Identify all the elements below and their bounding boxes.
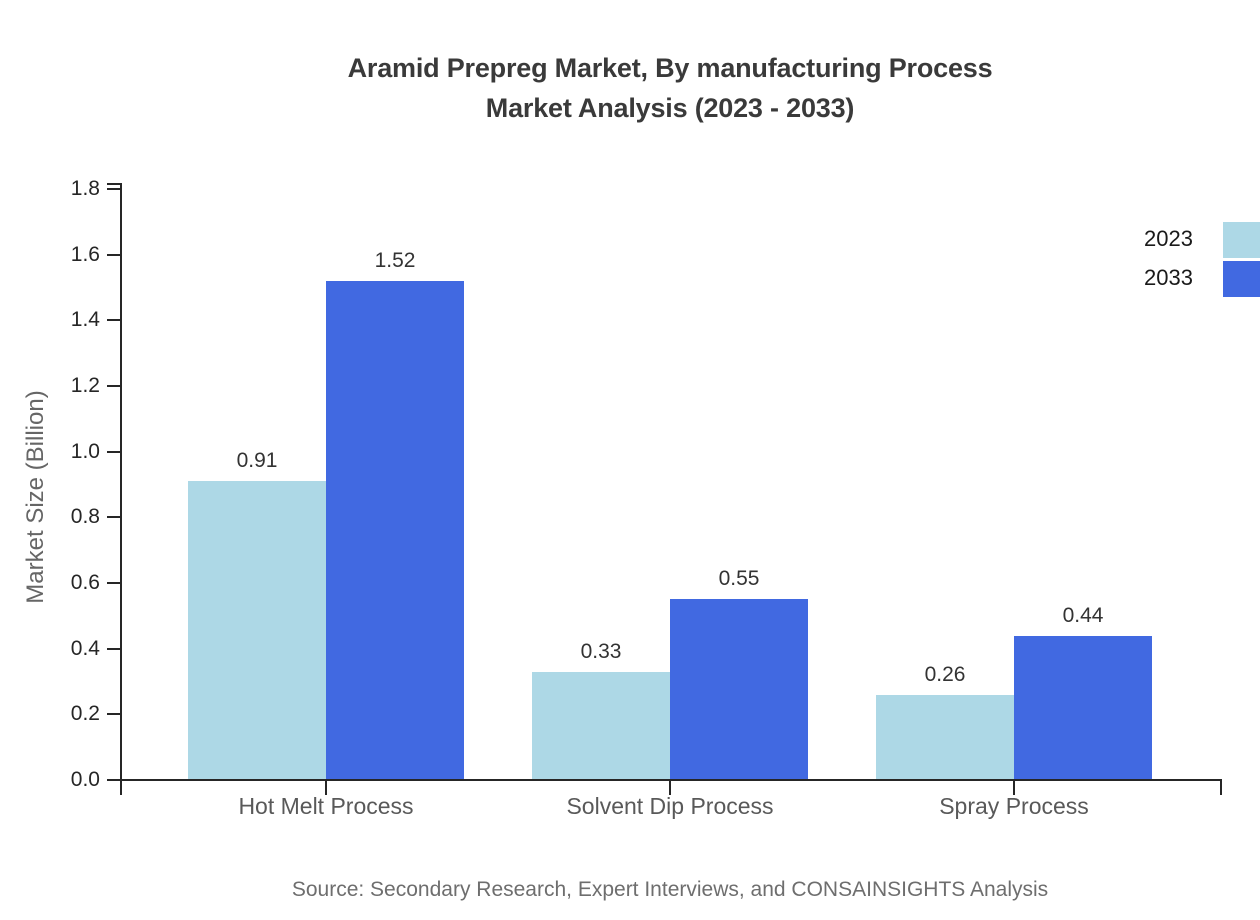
y-tick-mark: [107, 713, 121, 716]
y-tick-mark: [107, 253, 121, 256]
x-axis-end-tick: [1220, 779, 1222, 795]
y-tick-mark: [107, 582, 121, 584]
legend-label-2033: 2033: [1144, 265, 1193, 290]
bar-2033: [326, 280, 464, 780]
value-label-2033: 1.52: [374, 248, 416, 272]
x-axis-line: [108, 779, 1222, 781]
y-tick-mark: [107, 319, 121, 322]
y-tick-mark: [107, 450, 121, 453]
y-axis-top-cap: [107, 183, 121, 185]
value-label-2033: 0.44: [1062, 603, 1104, 627]
y-tick-label: 0.4: [70, 636, 100, 660]
chart-title-line2: Market Analysis (2023 - 2033): [485, 93, 855, 123]
y-tick-mark: [107, 188, 121, 190]
bar-2033: [670, 599, 808, 780]
chart-title-line1: Aramid Prepreg Market, By manufacturing …: [347, 53, 993, 83]
y-tick-label: 0.0: [70, 768, 100, 791]
value-label-2033: 0.55: [718, 567, 760, 591]
y-tick-label: 1.8: [70, 177, 100, 200]
x-tick-mark: [669, 779, 671, 795]
y-tick-mark: [107, 385, 121, 387]
bar-2033: [1014, 635, 1152, 780]
y-tick-label: 0.6: [70, 571, 100, 594]
bar-2023: [188, 481, 326, 780]
y-tick-label: 1.0: [70, 439, 100, 463]
value-label-2023: 0.91: [236, 449, 278, 473]
x-category-label: Solvent Dip Process: [566, 793, 774, 819]
x-tick-mark: [325, 779, 327, 795]
y-axis-line: [120, 183, 122, 795]
value-label-2023: 0.33: [580, 639, 622, 663]
chart-title: Aramid Prepreg Market, By manufacturing …: [80, 48, 1260, 128]
y-tick-label: 1.6: [70, 242, 100, 266]
y-tick-mark: [107, 516, 121, 519]
legend-swatch-2033: [1223, 261, 1260, 297]
y-tick-label: 1.2: [70, 374, 100, 397]
value-label-2023: 0.26: [924, 662, 966, 686]
y-tick-label: 0.8: [70, 505, 100, 529]
y-tick-mark: [107, 647, 121, 650]
x-tick-mark: [1013, 779, 1015, 795]
source-note: Source: Secondary Research, Expert Inter…: [291, 878, 1049, 901]
bar-2023: [532, 671, 670, 780]
legend-swatch-2023: [1223, 222, 1260, 258]
y-tick-label: 1.4: [70, 308, 100, 332]
bar-2023: [876, 694, 1014, 780]
y-tick-label: 0.2: [70, 702, 100, 726]
x-category-label: Spray Process: [939, 793, 1089, 819]
legend-label-2023: 2023: [1144, 226, 1193, 251]
x-category-label: Hot Melt Process: [238, 793, 414, 819]
